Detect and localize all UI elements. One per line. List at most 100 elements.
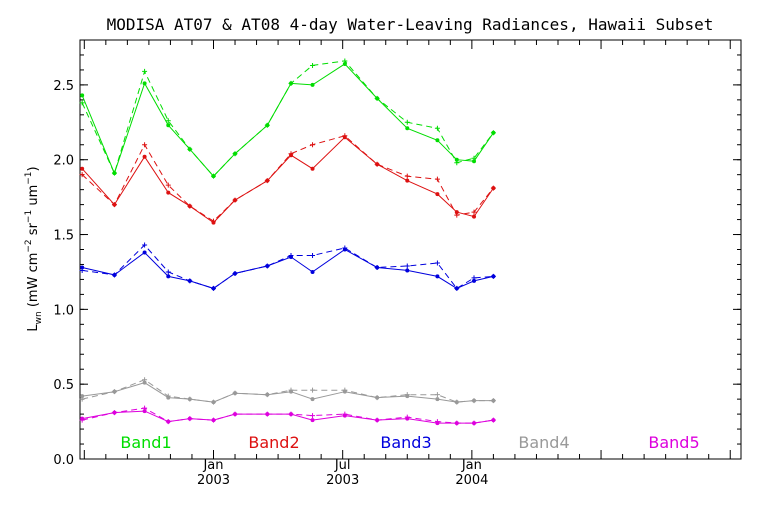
- band5-dashed-point: [210, 417, 216, 423]
- band3-point: [80, 265, 85, 270]
- band2-dashed-point: [264, 178, 270, 184]
- band1-point: [454, 157, 459, 162]
- band3-dashed-point: [232, 270, 238, 276]
- band2-dashed-point: [232, 197, 238, 203]
- band3-dashed-point: [165, 269, 171, 275]
- band1-dashed-point: [404, 119, 410, 125]
- band4-point: [80, 394, 85, 399]
- band5-dashed-point: [165, 419, 171, 425]
- band4-dashed-point: [471, 398, 477, 404]
- band1-dashed-point: [454, 160, 460, 166]
- band2-dashed-point: [210, 218, 216, 224]
- band2-point: [405, 178, 410, 183]
- band1-point: [142, 81, 147, 86]
- series-group: [79, 58, 496, 426]
- band5-dashed-point: [490, 417, 496, 423]
- band3-dashed-point: [434, 260, 440, 266]
- band3-dashed-point: [310, 252, 316, 258]
- band4-dashed-point: [165, 393, 171, 399]
- band3-dashed-point: [404, 263, 410, 269]
- band1-point: [80, 93, 85, 98]
- band1-dashed-point: [264, 122, 270, 128]
- band4-dashed-point: [210, 399, 216, 405]
- band2-point: [435, 192, 440, 197]
- band4-solid-line: [82, 382, 494, 403]
- band1-point: [342, 61, 347, 66]
- band1-dashed-point: [288, 80, 294, 86]
- band2-dashed-point: [165, 182, 171, 188]
- band3-dashed-point: [374, 264, 380, 270]
- band5-dashed-point: [288, 411, 294, 417]
- band2-dashed-point: [490, 185, 496, 191]
- band3-point: [472, 278, 477, 283]
- legend: Band1 Band2 Band3 Band4 Band5: [120, 433, 699, 452]
- band1-dashed-point: [471, 155, 477, 161]
- x-tick-year: 2003: [197, 473, 230, 488]
- band5-dashed-point: [111, 410, 117, 416]
- chart-title: MODISA AT07 & AT08 4-day Water-Leaving R…: [107, 15, 714, 34]
- band2-point: [166, 190, 171, 195]
- y-axis: 0.0 0.5 1.0 1.5 2.0 2.5: [53, 54, 741, 468]
- band4-dashed-point: [187, 396, 193, 402]
- band3-point: [166, 274, 171, 279]
- band4-dashed-point: [342, 387, 348, 393]
- band1-dashed-point: [165, 118, 171, 124]
- y-tick-label: 2.5: [53, 79, 74, 94]
- y-axis-label: Lwn (mW cm−2 sr−1 um−1): [24, 166, 44, 331]
- band4-point: [310, 397, 315, 402]
- band2-point: [454, 210, 459, 215]
- band1-dashed-point: [142, 68, 148, 74]
- band2-solid-line: [81, 136, 494, 224]
- band4-point: [142, 380, 147, 385]
- band2-dashed-point: [471, 209, 477, 215]
- band1-dashed-point: [434, 125, 440, 131]
- band5-dashed-point: [232, 411, 238, 417]
- x-tick-label: Jan: [461, 458, 482, 473]
- band5-dashed-point: [471, 420, 477, 426]
- y-tick-label: 1.0: [53, 303, 74, 318]
- y-tick-label: 2.0: [53, 154, 74, 169]
- x-tick-label: Jul: [334, 458, 351, 473]
- band5-dashed-point: [187, 416, 193, 422]
- band4-dashed-point: [490, 398, 496, 404]
- band4-dashed-point: [111, 389, 117, 395]
- band5-dashed-point: [404, 414, 410, 420]
- legend-band1: Band1: [120, 433, 171, 452]
- band1-dashed-point: [232, 151, 238, 157]
- band5-dashed-point: [434, 419, 440, 425]
- band4-dashed-point: [142, 377, 148, 383]
- band4-dashed-point: [374, 395, 380, 401]
- band5-point: [310, 418, 315, 423]
- band1-dashed-point: [187, 146, 193, 152]
- band3-dashed-point: [471, 275, 477, 281]
- band5-dashed-point: [142, 405, 148, 411]
- band5-dashed-point: [310, 413, 316, 419]
- band3-point: [142, 250, 147, 255]
- band2-point: [472, 214, 477, 219]
- band3-dashed-point: [490, 273, 496, 279]
- band4-dashed-point: [310, 387, 316, 393]
- band2-dashed-point: [79, 172, 85, 178]
- band4-dashed-point: [264, 392, 270, 398]
- band5-point: [142, 409, 147, 414]
- y-tick-label: 1.5: [53, 229, 74, 244]
- band3-dashed-point: [210, 285, 216, 291]
- band2-point: [80, 166, 85, 171]
- legend-band2: Band2: [248, 433, 299, 452]
- band2-dashed-point: [111, 202, 117, 208]
- band1-point: [435, 138, 440, 143]
- band2-dashed-point: [404, 173, 410, 179]
- legend-band3: Band3: [380, 433, 431, 452]
- band4-dashed-point: [454, 399, 460, 405]
- band3-point: [435, 274, 440, 279]
- band5-dashed-point: [374, 417, 380, 423]
- band2-dashed-point: [454, 212, 460, 218]
- legend-band4: Band4: [518, 433, 569, 452]
- band1-dashed-point: [111, 170, 117, 176]
- band2-dashed-point: [288, 151, 294, 157]
- band1-dashed-point: [210, 173, 216, 179]
- band2-dashed-point: [187, 203, 193, 209]
- y-tick-label: 0.0: [53, 453, 74, 468]
- band5-dashed-point: [79, 417, 85, 423]
- band3-dashed-point: [264, 263, 270, 269]
